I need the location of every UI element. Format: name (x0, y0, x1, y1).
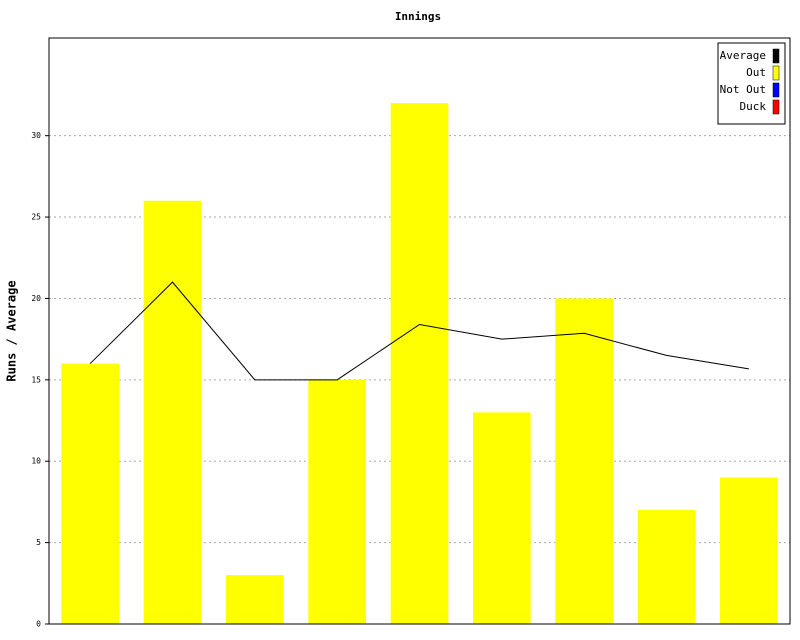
y-tick-label: 15 (31, 375, 41, 384)
legend-swatch (772, 82, 780, 98)
bar (61, 363, 119, 624)
legend: Average Out Not Out Duck (717, 42, 786, 125)
y-tick-label: 10 (31, 457, 41, 466)
legend-swatch (772, 48, 780, 64)
legend-label: Duck (740, 100, 767, 113)
bar (226, 575, 284, 624)
legend-label: Not Out (720, 83, 766, 96)
bar (637, 510, 696, 624)
legend-label: Average (720, 49, 766, 62)
legend-label: Out (746, 66, 766, 79)
legend-swatch (772, 99, 780, 115)
bar (308, 379, 366, 624)
y-tick-label: 25 (31, 213, 41, 222)
bar (473, 412, 531, 624)
y-tick-label: 30 (31, 131, 41, 140)
y-axis-label: Runs / Average (5, 280, 19, 381)
y-tick-label: 0 (36, 620, 41, 629)
plot-frame (48, 37, 791, 625)
bar (555, 298, 613, 624)
legend-swatch (772, 65, 780, 81)
average-line (89, 281, 749, 381)
bar (720, 477, 778, 624)
y-tick-label: 20 (31, 294, 41, 303)
bar (390, 103, 449, 625)
y-tick-label: 5 (36, 538, 41, 547)
chart-title: Innings (395, 10, 441, 23)
bar (143, 200, 202, 624)
